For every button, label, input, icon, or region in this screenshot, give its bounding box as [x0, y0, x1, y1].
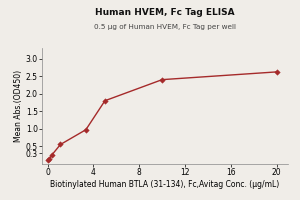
Point	[160, 78, 164, 81]
Point	[50, 153, 54, 156]
Point	[103, 99, 107, 102]
Text: Human HVEM, Fc Tag ELISA: Human HVEM, Fc Tag ELISA	[95, 8, 235, 17]
Y-axis label: Mean Abs.(OD450): Mean Abs.(OD450)	[14, 70, 23, 142]
Point	[46, 159, 51, 162]
Point	[58, 143, 63, 146]
Point	[274, 70, 279, 74]
Point	[47, 158, 52, 161]
Point	[83, 128, 88, 131]
Text: 0.5 μg of Human HVEM, Fc Tag per well: 0.5 μg of Human HVEM, Fc Tag per well	[94, 24, 236, 30]
X-axis label: Biotinylated Human BTLA (31-134), Fc,Avitag Conc. (μg/mL): Biotinylated Human BTLA (31-134), Fc,Avi…	[50, 180, 280, 189]
